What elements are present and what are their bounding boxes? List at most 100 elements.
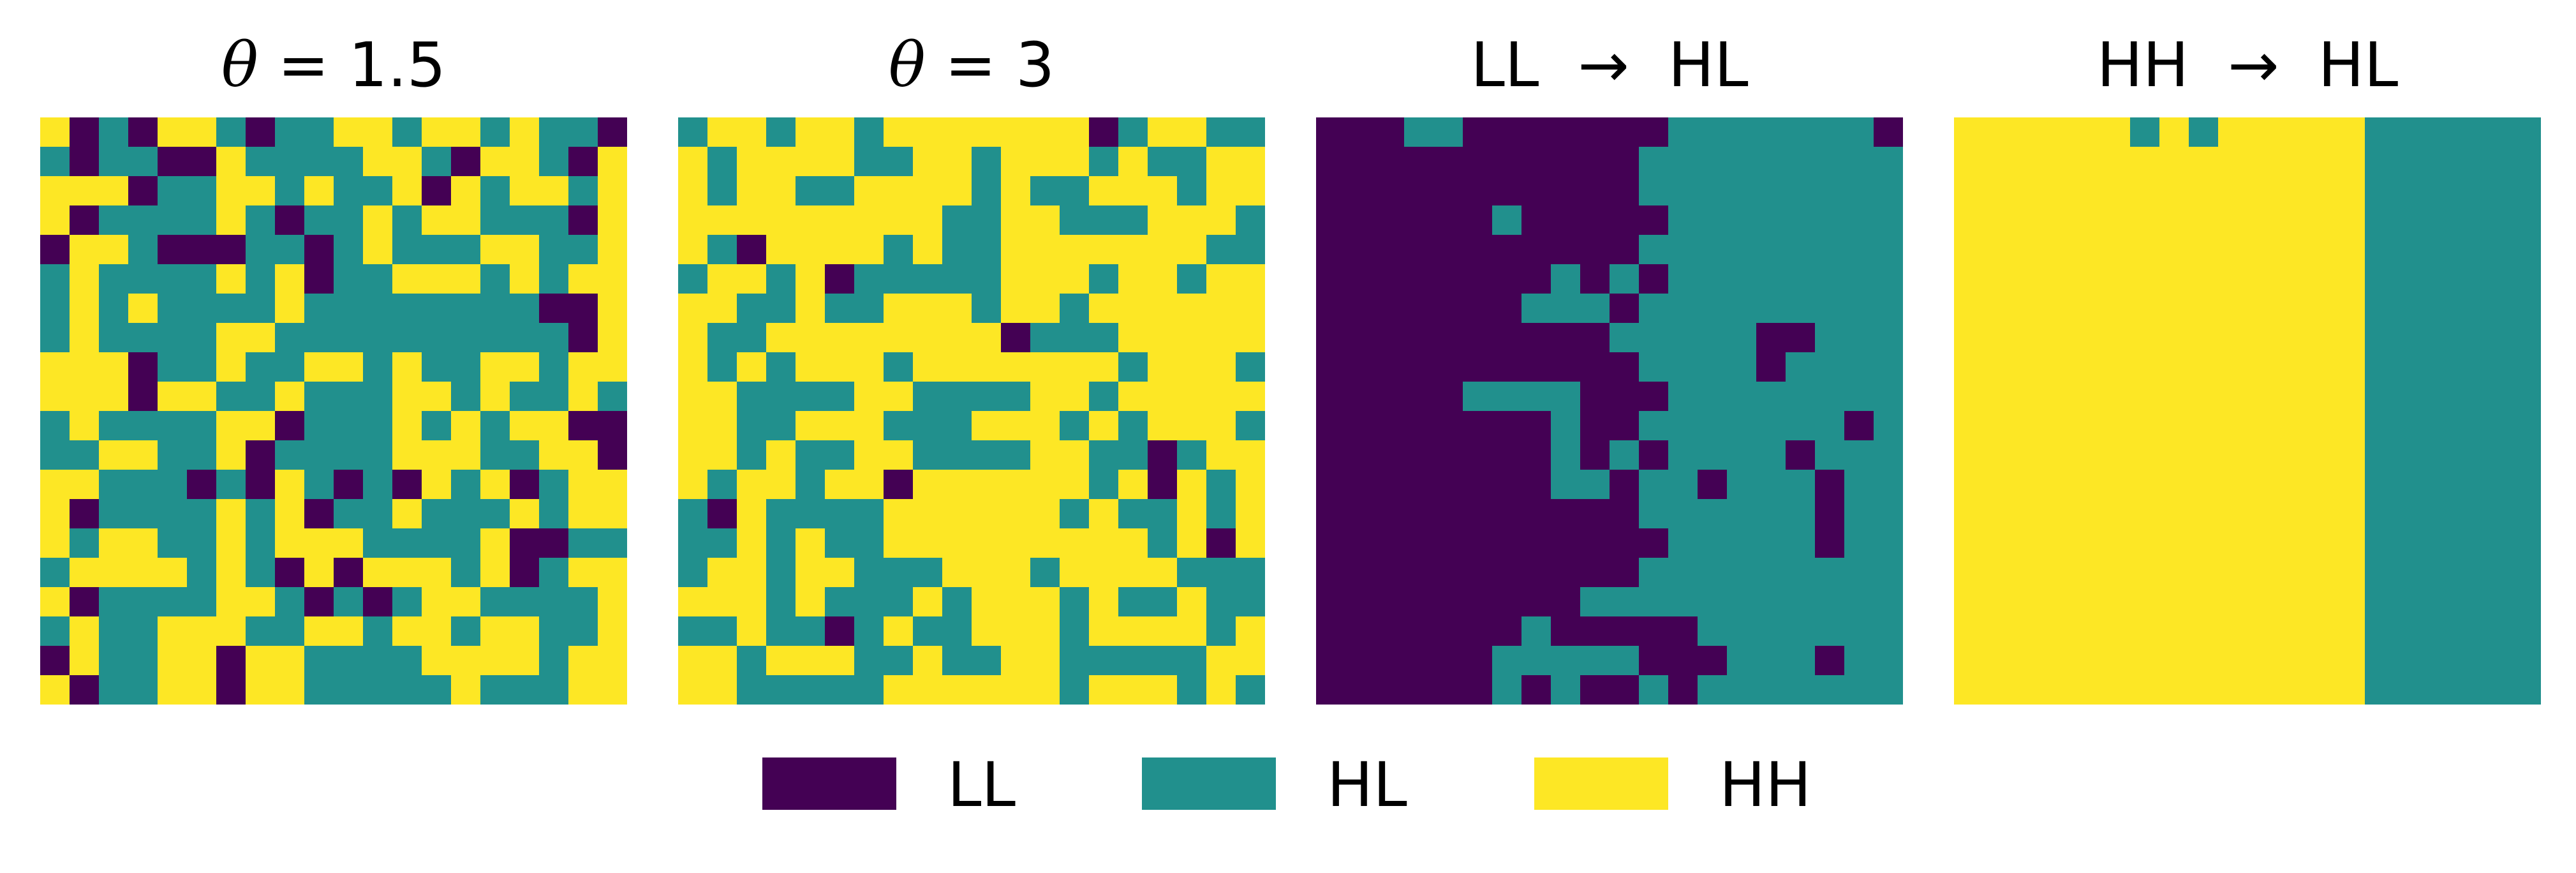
- heatmap-cell-hl: [1521, 294, 1551, 324]
- heatmap-cell-hh: [2159, 499, 2189, 529]
- heatmap-cell-hh: [707, 382, 737, 412]
- heatmap-cell-hh: [1954, 411, 1984, 441]
- heatmap-cell-hl: [187, 294, 217, 324]
- heatmap-cell-hh: [1118, 616, 1148, 646]
- heatmap-cell-ll: [1433, 176, 1463, 206]
- heatmap-cell-ll: [1316, 117, 1346, 147]
- heatmap-cell-hl: [2453, 499, 2483, 529]
- heatmap-cell-hh: [678, 587, 708, 617]
- heatmap-cell-ll: [707, 499, 737, 529]
- heatmap-cell-hh: [1236, 382, 1265, 412]
- heatmap-cell-hl: [422, 499, 452, 529]
- heatmap-cell-hh: [707, 587, 737, 617]
- heatmap-cell-hl: [678, 616, 708, 646]
- heatmap-cell-ll: [1580, 235, 1610, 265]
- heatmap-cell-hh: [796, 558, 825, 588]
- heatmap-cell-hh: [1001, 528, 1031, 558]
- heatmap-cell-hh: [2247, 616, 2277, 646]
- legend-swatch-ll: [762, 757, 896, 810]
- heatmap-cell-hh: [40, 470, 70, 500]
- heatmap-cell-hh: [1954, 616, 1984, 646]
- heatmap-cell-hh: [216, 616, 246, 646]
- heatmap-cell-hh: [2071, 294, 2101, 324]
- heatmap-cell-hl: [2365, 646, 2395, 676]
- heatmap-cell-hl: [334, 587, 364, 617]
- heatmap-cell-hl: [1639, 470, 1669, 500]
- heatmap-cell-hh: [2277, 323, 2307, 353]
- heatmap-cell-hl: [568, 616, 598, 646]
- heatmap-cell-hh: [275, 382, 305, 412]
- heatmap-cell-hh: [1118, 323, 1148, 353]
- heatmap-cell-ll: [1610, 294, 1640, 324]
- heatmap-cell-hl: [2512, 205, 2541, 235]
- heatmap-cell-hh: [678, 675, 708, 705]
- heatmap-cell-hl: [825, 675, 855, 705]
- heatmap-cell-hh: [1954, 235, 1984, 265]
- heatmap-cell-hh: [216, 411, 246, 441]
- heatmap-cell-hh: [99, 382, 129, 412]
- heatmap-cell-hh: [737, 587, 767, 617]
- heatmap-cell-hl: [539, 264, 569, 294]
- heatmap-cell-hh: [2159, 411, 2189, 441]
- heatmap-cell-hh: [99, 176, 129, 206]
- heatmap-cell-ll: [1521, 411, 1551, 441]
- heatmap-cell-hh: [2101, 264, 2131, 294]
- heatmap-cell-hl: [1727, 235, 1757, 265]
- heatmap-cell-hh: [2218, 440, 2248, 470]
- heatmap-cell-hh: [2159, 470, 2189, 500]
- heatmap-cell-hh: [568, 470, 598, 500]
- heatmap-cell-hh: [451, 675, 481, 705]
- heatmap-cell-hh: [422, 264, 452, 294]
- heatmap-cell-hl: [854, 147, 884, 177]
- heatmap-cell-hl: [2512, 235, 2541, 265]
- heatmap-cell-ll: [1521, 675, 1551, 705]
- heatmap-cell-ll: [1492, 264, 1522, 294]
- heatmap-cell-hl: [2365, 587, 2395, 617]
- heatmap-cell-hl: [766, 675, 796, 705]
- heatmap-cell-hl: [128, 587, 158, 617]
- heatmap-cell-hl: [1001, 440, 1031, 470]
- heatmap-cell-hl: [1756, 470, 1786, 500]
- heatmap-cell-hl: [1727, 616, 1757, 646]
- heatmap-cell-ll: [1433, 323, 1463, 353]
- heatmap-cell-hh: [796, 264, 825, 294]
- heatmap-cell-ll: [568, 294, 598, 324]
- heatmap-cell-hh: [972, 117, 1002, 147]
- heatmap-cell-hl: [1786, 587, 1816, 617]
- heatmap-cell-hh: [2042, 382, 2072, 412]
- heatmap-cell-hh: [2042, 323, 2072, 353]
- heatmap-cell-hh: [1001, 147, 1031, 177]
- heatmap-cell-hl: [1698, 294, 1728, 324]
- heatmap-cell-hl: [1756, 558, 1786, 588]
- heatmap-cell-hl: [363, 294, 393, 324]
- heatmap-cell-hl: [158, 205, 188, 235]
- heatmap-cell-hh: [2306, 440, 2336, 470]
- heatmap-cell-hh: [2277, 411, 2307, 441]
- heatmap-cell-hl: [392, 528, 422, 558]
- heatmap-cell-ll: [1463, 264, 1493, 294]
- heatmap-cell-ll: [598, 411, 627, 441]
- heatmap-cell-hh: [392, 440, 422, 470]
- heatmap-cell-ll: [1433, 470, 1463, 500]
- heatmap-cell-hh: [1030, 382, 1060, 412]
- heatmap-cell-hh: [766, 176, 796, 206]
- heatmap-cell-hh: [2306, 587, 2336, 617]
- heatmap-cell-hl: [972, 440, 1002, 470]
- heatmap-cell-hl: [363, 616, 393, 646]
- heatmap-cell-hl: [2394, 499, 2424, 529]
- heatmap-cell-ll: [1610, 205, 1640, 235]
- heatmap-cell-hh: [1177, 499, 1207, 529]
- heatmap-cell-hh: [363, 205, 393, 235]
- heatmap-cell-hh: [2130, 587, 2160, 617]
- heatmap-cell-hh: [884, 675, 914, 705]
- heatmap-cell-hl: [1815, 352, 1845, 382]
- heatmap-cell-hl: [1844, 382, 1874, 412]
- heatmap-cell-hl: [392, 117, 422, 147]
- heatmap-cell-ll: [363, 587, 393, 617]
- heatmap-cell-ll: [1375, 147, 1405, 177]
- heatmap-cell-hl: [2453, 528, 2483, 558]
- heatmap-cell-hh: [70, 558, 100, 588]
- heatmap-cell-hl: [451, 323, 481, 353]
- heatmap-cell-ll: [1639, 205, 1669, 235]
- heatmap-cell-hl: [304, 675, 334, 705]
